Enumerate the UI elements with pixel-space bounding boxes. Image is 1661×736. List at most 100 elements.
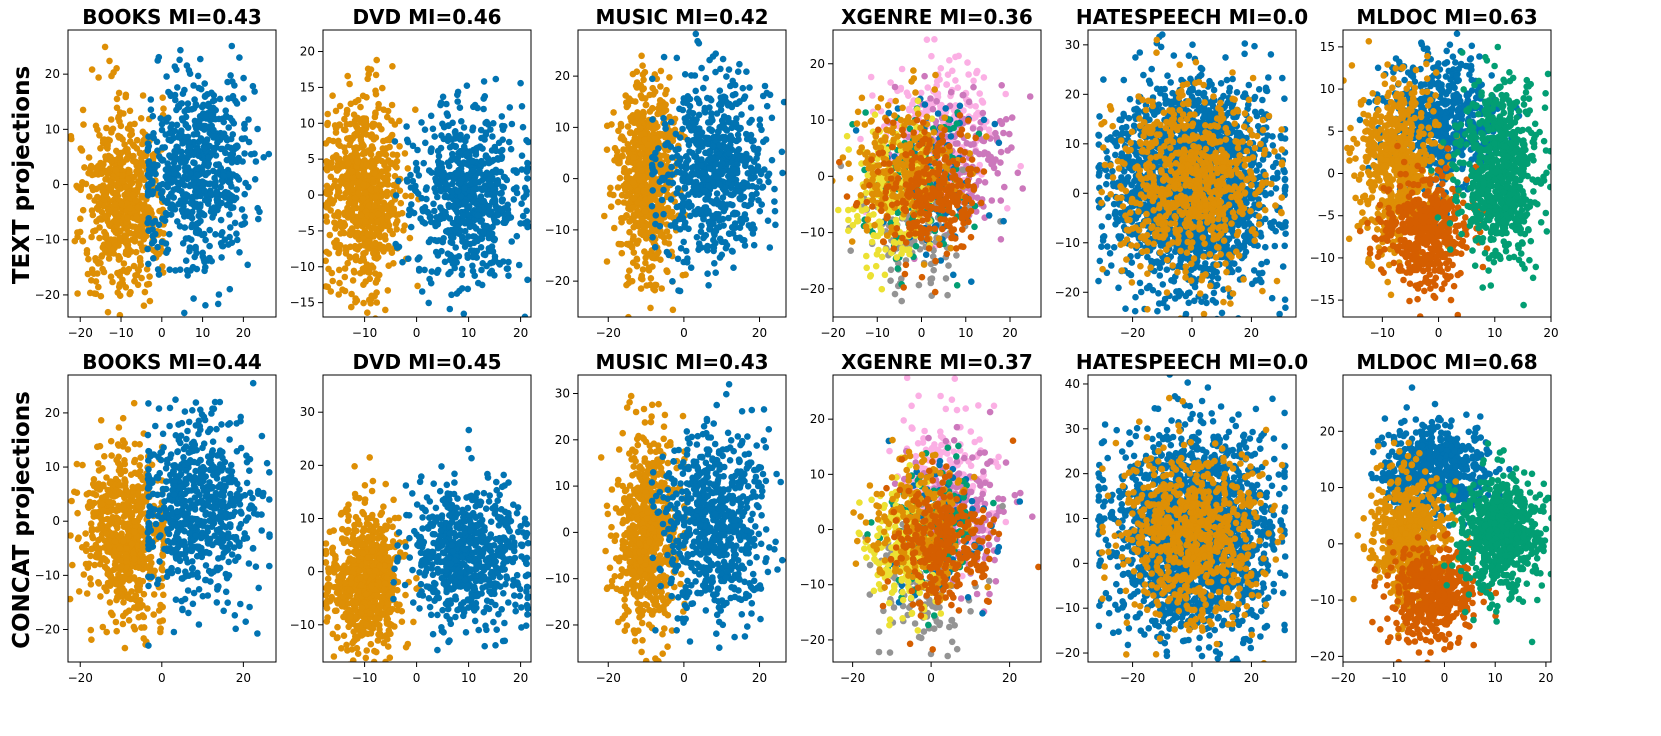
y-tick-label: 10: [45, 122, 60, 136]
y-tick-label: 5: [307, 152, 315, 166]
scatter-point: [242, 180, 249, 187]
scatter-point: [347, 232, 354, 239]
scatter-point: [454, 92, 461, 99]
scatter-point: [517, 220, 524, 227]
scatter-point: [640, 266, 647, 273]
scatter-point: [708, 198, 715, 205]
scatter-point: [227, 72, 234, 79]
scatter-point: [105, 207, 112, 214]
scatter-point: [501, 184, 508, 191]
scatter-point: [868, 74, 875, 81]
scatter-point: [467, 224, 474, 231]
scatter-point: [607, 185, 614, 192]
scatter-point: [190, 151, 197, 158]
scatter-point: [393, 226, 400, 233]
scatter-point: [360, 281, 367, 288]
scatter-point: [666, 74, 673, 81]
scatter-point: [684, 259, 691, 266]
scatter-point: [208, 206, 215, 213]
scatter-point: [887, 277, 894, 284]
scatter-point: [364, 309, 371, 316]
scatter-point: [135, 266, 142, 273]
scatter-point: [116, 272, 123, 279]
scatter-point: [452, 129, 459, 136]
scatter-point: [231, 82, 238, 89]
scatter-point: [714, 174, 721, 181]
scatter-point: [619, 133, 626, 140]
scatter-point: [430, 126, 437, 133]
scatter-point: [943, 275, 950, 282]
scatter-point: [133, 249, 140, 256]
scatter-point: [127, 138, 134, 145]
scatter-point: [381, 175, 388, 182]
scatter-point: [80, 207, 87, 214]
scatter-point: [218, 232, 225, 239]
y-tick-label: −15: [290, 296, 315, 310]
scatter-point: [931, 36, 938, 43]
scatter-point: [737, 234, 744, 241]
scatter-point: [658, 232, 665, 239]
scatter-point: [928, 53, 935, 60]
scatter-point: [622, 181, 629, 188]
scatter-point: [954, 140, 961, 147]
y-tick-label: −5: [297, 224, 315, 238]
scatter-point: [353, 253, 360, 260]
scatter-point: [80, 238, 87, 245]
scatter-point: [92, 255, 99, 262]
panel-title: MUSIC MI=0.42: [595, 5, 768, 29]
scatter-point: [165, 246, 172, 253]
scatter-point: [117, 109, 124, 116]
scatter-point: [346, 142, 353, 149]
scatter-point: [688, 264, 695, 271]
scatter-point: [464, 150, 471, 157]
scatter-point: [146, 273, 153, 280]
scatter-point: [642, 208, 649, 215]
scatter-point: [523, 208, 530, 215]
scatter-point: [408, 193, 415, 200]
scatter-point: [351, 269, 358, 276]
scatter-point: [470, 268, 477, 275]
scatter-point: [499, 198, 506, 205]
scatter-point: [944, 292, 951, 299]
scatter-point: [363, 94, 370, 101]
scatter-point: [454, 98, 461, 105]
scatter-point: [970, 125, 977, 132]
scatter-point: [717, 254, 724, 261]
scatter-point: [639, 273, 646, 280]
scatter-point: [201, 80, 208, 87]
scatter-point: [422, 140, 429, 147]
scatter-point: [435, 252, 442, 259]
scatter-point: [682, 71, 689, 78]
scatter-point: [470, 253, 477, 260]
scatter-point: [96, 235, 103, 242]
scatter-point: [735, 147, 742, 154]
y-tick-label: −10: [35, 233, 60, 247]
scatter-point: [955, 53, 962, 60]
scatter-point: [144, 281, 151, 288]
panel-title: DVD MI=0.46: [352, 5, 501, 29]
panel-title: BOOKS MI=0.43: [82, 5, 262, 29]
scatter-point: [643, 101, 650, 108]
scatter-point: [729, 78, 736, 85]
scatter-point: [508, 146, 515, 153]
scatter-point: [957, 103, 964, 110]
scatter-point: [213, 170, 220, 177]
x-tick-label: −20: [68, 326, 93, 340]
scatter-point: [152, 218, 159, 225]
scatter-point: [95, 206, 102, 213]
scatter-point: [108, 158, 115, 165]
scatter-point: [328, 164, 335, 171]
scatter-point: [117, 312, 124, 319]
scatter-point: [945, 262, 952, 269]
scatter-point: [393, 192, 400, 199]
scatter-point: [239, 206, 246, 213]
scatter-point: [649, 203, 656, 210]
scatter-point: [686, 142, 693, 149]
scatter-point: [348, 101, 355, 108]
scatter-point: [163, 116, 170, 123]
scatter-point: [693, 116, 700, 123]
scatter-point: [688, 72, 695, 79]
scatter-point: [117, 234, 124, 241]
scatter-point: [611, 225, 618, 232]
